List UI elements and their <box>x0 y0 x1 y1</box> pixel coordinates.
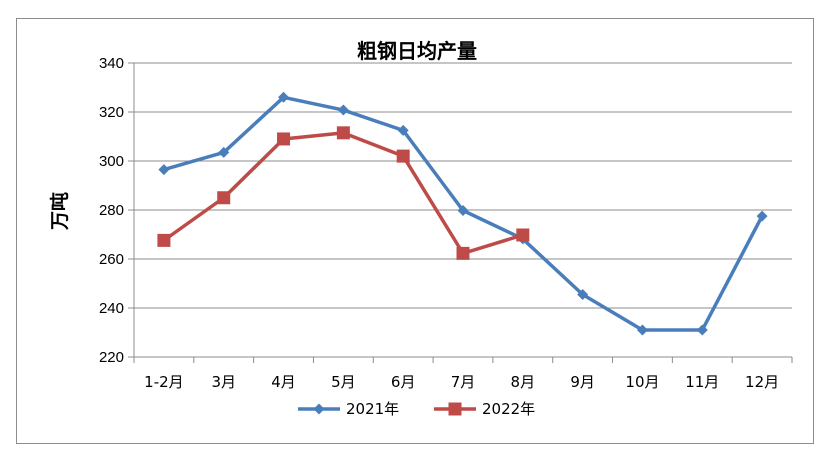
x-tick-label: 3月 <box>211 373 236 391</box>
x-tick-label: 10月 <box>625 373 659 391</box>
chart-frame <box>16 18 814 444</box>
data-point <box>157 233 171 247</box>
data-point <box>516 228 530 242</box>
legend-label: 2021年 <box>346 400 399 418</box>
data-point <box>336 126 350 140</box>
data-point <box>278 91 290 103</box>
x-tick-label: 9月 <box>570 373 595 391</box>
data-point <box>457 204 469 216</box>
y-tick-label: 280 <box>99 202 124 219</box>
legend-item: 2021年 <box>298 400 399 418</box>
legend-marker <box>313 403 325 415</box>
x-tick-label: 5月 <box>331 373 356 391</box>
y-tick-labels: 220 240 260 280 300 320 340 <box>99 55 124 366</box>
data-point <box>577 289 589 301</box>
data-point <box>456 246 470 260</box>
chart-title: 粗钢日均产量 <box>357 39 477 63</box>
x-tick-labels: 1-2月 3月 4月 5月 6月 7月 8月 9月 10月 11月 12月 <box>144 373 779 391</box>
legend: 2021年 2022年 <box>298 400 535 418</box>
data-point <box>396 149 410 163</box>
data-point <box>218 146 230 158</box>
series-2 <box>157 126 530 260</box>
x-tick-label: 11月 <box>685 373 719 391</box>
data-point <box>696 324 708 336</box>
series <box>157 91 768 336</box>
data-point <box>337 104 349 116</box>
data-point <box>277 132 291 146</box>
y-axis-label: 万吨 <box>48 192 71 231</box>
legend-marker <box>448 402 462 416</box>
y-tick-label: 240 <box>99 300 124 317</box>
data-point <box>217 191 231 205</box>
series-1 <box>158 91 768 336</box>
data-point <box>756 210 768 222</box>
y-tick-label: 220 <box>99 349 124 366</box>
y-tick-label: 300 <box>99 153 124 170</box>
x-tick-label: 4月 <box>271 373 296 391</box>
y-tick-label: 320 <box>99 104 124 121</box>
data-point <box>158 164 170 176</box>
x-tick-label: 12月 <box>745 373 779 391</box>
y-tick-label: 260 <box>99 251 124 268</box>
data-point <box>397 124 409 136</box>
legend-item: 2022年 <box>434 400 535 418</box>
x-tick-label: 8月 <box>511 373 536 391</box>
legend-label: 2022年 <box>482 400 535 418</box>
axes <box>128 62 793 363</box>
x-tick-label: 7月 <box>451 373 476 391</box>
y-tick-label: 340 <box>99 55 124 72</box>
x-tick-label: 1-2月 <box>144 373 184 391</box>
x-tick-label: 6月 <box>391 373 416 391</box>
data-point <box>636 324 648 336</box>
